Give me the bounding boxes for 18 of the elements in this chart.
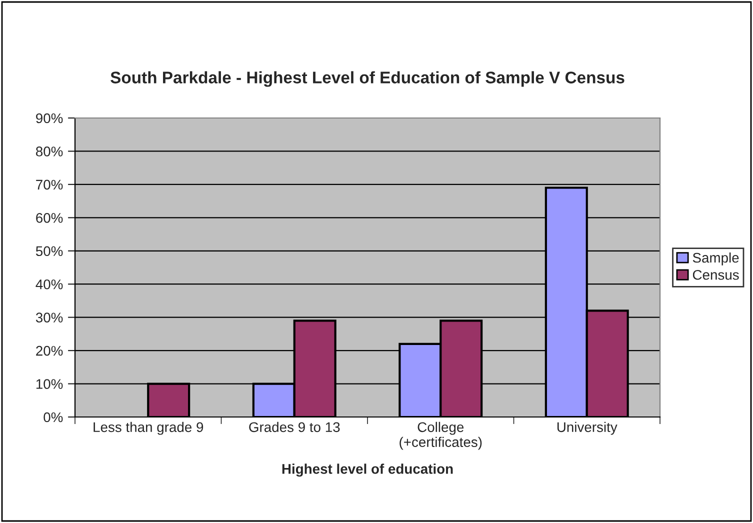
- x-tick-label: University: [557, 422, 618, 435]
- y-tick-label: 0%: [44, 412, 63, 422]
- y-tick-label: 60%: [36, 213, 63, 223]
- x-axis-title: Highest level of education: [282, 464, 453, 477]
- x-tick-label: Less than grade 9: [94, 422, 204, 435]
- y-tick-label: 90%: [36, 113, 63, 124]
- chart-title: South Parkdale - Highest Level of Education of Sample V Census: [110, 71, 624, 87]
- y-tick-label: 70%: [36, 180, 63, 190]
- x-tick-label: Grades 9 to 13: [249, 422, 340, 432]
- legend-label: Sample: [692, 252, 739, 266]
- y-tick-label: 30%: [36, 312, 63, 323]
- y-tick-label: 20%: [36, 346, 63, 356]
- y-tick-label: 80%: [36, 146, 63, 156]
- y-tick-label: 40%: [36, 279, 63, 290]
- legend-label: Census: [692, 270, 739, 280]
- x-tick-label: College (+certificates): [400, 422, 482, 450]
- y-tick-label: 10%: [36, 379, 63, 389]
- y-tick-label: 50%: [36, 246, 63, 256]
